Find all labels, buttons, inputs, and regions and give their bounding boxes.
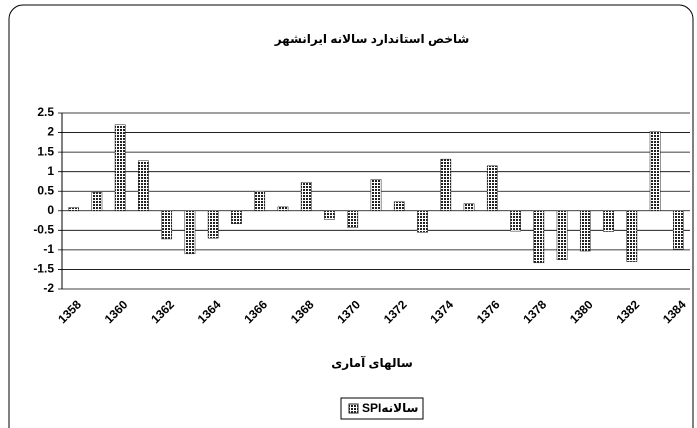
y-tick-label: -1 <box>43 242 54 256</box>
legend-label: SPIسالانه <box>362 401 418 415</box>
bar <box>68 207 79 212</box>
bar <box>300 181 312 212</box>
bar <box>138 160 149 212</box>
bar <box>440 158 452 212</box>
bar <box>114 124 126 212</box>
x-axis-title: سالهای آماری <box>331 355 413 370</box>
y-tick-label: -2 <box>43 281 54 295</box>
legend-swatch <box>348 403 359 414</box>
bar <box>556 210 568 260</box>
y-tick-label: 1 <box>47 164 54 178</box>
bar <box>603 210 614 232</box>
y-tick-label: -0.5 <box>33 223 54 237</box>
bar <box>463 203 475 212</box>
bar <box>579 210 591 252</box>
y-tick-label: 2.5 <box>37 105 54 119</box>
bar <box>510 210 521 232</box>
bar <box>207 210 219 239</box>
bar <box>626 210 638 262</box>
y-tick-label: -1.5 <box>33 262 54 276</box>
bar <box>324 210 335 220</box>
bar <box>417 210 428 233</box>
bar <box>370 179 382 212</box>
bar <box>673 210 684 250</box>
y-tick-label: 0 <box>47 203 54 217</box>
bar <box>393 201 405 212</box>
legend <box>340 397 424 420</box>
chart-title: شاخص استاندارد سالانه ایرانشهر <box>274 32 470 46</box>
bar <box>91 192 103 212</box>
bar <box>533 210 545 264</box>
bar <box>254 190 266 212</box>
bar <box>277 206 289 212</box>
y-tick-label: 0.5 <box>37 183 54 197</box>
bar <box>161 210 173 240</box>
bar <box>184 210 196 255</box>
y-tick-label: 1.5 <box>37 144 54 158</box>
bar <box>486 165 498 212</box>
bar <box>231 210 242 224</box>
y-tick-label: 2 <box>47 125 54 139</box>
bar <box>649 131 661 212</box>
bar <box>347 210 359 228</box>
